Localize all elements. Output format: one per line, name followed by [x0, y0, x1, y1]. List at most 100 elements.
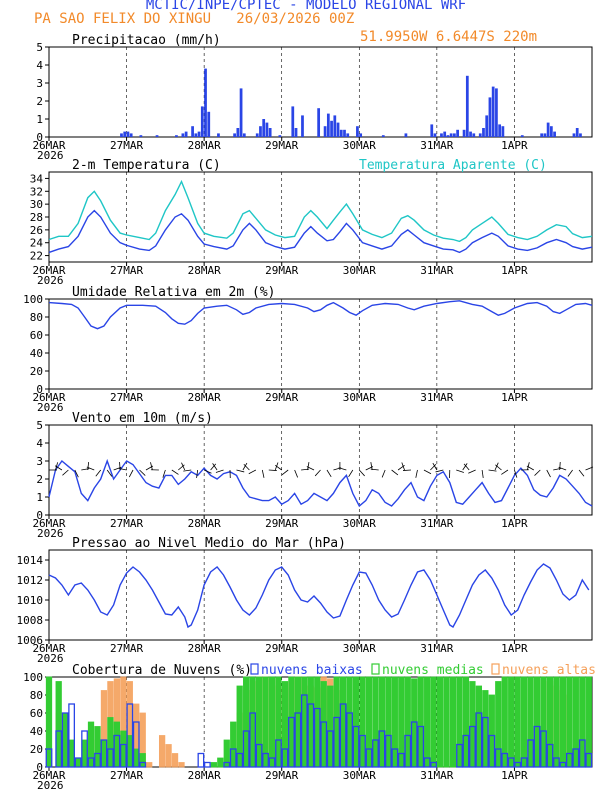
cloud-bar-low — [553, 757, 560, 768]
cloud-bar-medium — [45, 676, 53, 768]
wind-arrow — [432, 462, 438, 471]
wind-arrow — [307, 462, 310, 471]
cloud-bar-medium — [572, 676, 579, 768]
y-tick-label: 28 — [30, 211, 43, 224]
x-tick-label: 29MAR — [265, 517, 298, 530]
cloud-bar-low — [61, 712, 69, 768]
wind-arrow — [306, 466, 315, 471]
cloud-bar-low — [397, 752, 405, 768]
x-tick-label: 28MAR — [188, 391, 221, 404]
x-tick-label: 31MAR — [420, 769, 453, 782]
cloud-bar-low — [494, 748, 502, 768]
y-tick-label: 30 — [30, 198, 43, 211]
precip-bar — [465, 75, 469, 137]
cloud-bar-low — [313, 707, 321, 768]
panel-title: Cobertura de Nuvens (%) — [72, 663, 252, 678]
wind-arrow — [370, 468, 379, 471]
y-tick-label: 24 — [30, 237, 44, 250]
y-tick-label: 1008 — [17, 614, 44, 627]
cloud-bar-medium — [579, 676, 586, 768]
precip-bar — [381, 135, 385, 137]
wind-arrow — [236, 469, 245, 473]
cloud-bar-medium — [436, 676, 444, 768]
cloud-bar-low — [307, 703, 315, 768]
panel-frame — [48, 171, 593, 263]
x-tick-label: 1APR — [501, 517, 528, 530]
cloud-bar-medium — [230, 721, 237, 768]
cloud-bar-low — [359, 734, 366, 768]
panel-precip: 0 1 2 3 4 5 26MAR 27MAR 28MAR 29MAR 30MAR 31MAR 1APR… — [32, 33, 593, 162]
cloud-bar-medium — [120, 730, 127, 768]
cloud-bar-low — [469, 725, 476, 768]
cloud-bar-medium — [430, 676, 437, 768]
wind-arrow — [210, 463, 217, 471]
cloud-bar-medium — [62, 712, 69, 768]
precip-bar — [155, 135, 159, 137]
y-tick-label: 5 — [36, 419, 43, 432]
precip-bar — [259, 126, 262, 137]
cloud-bar-medium — [391, 676, 398, 768]
cloud-bar-low — [391, 748, 399, 768]
cloud-bar-medium — [411, 678, 418, 768]
y-tick-label: 40 — [30, 725, 43, 738]
cloud-bar-low — [384, 734, 392, 768]
legend-entry: nuvens baixas — [261, 663, 363, 678]
panel-title: Vento em 10m (m/s) — [72, 411, 213, 426]
y-tick-label: 0 — [36, 383, 43, 396]
precip-bar — [120, 133, 123, 137]
precip-bar — [356, 126, 359, 137]
cloud-bar-low — [139, 761, 147, 768]
y-tick-label: 20 — [30, 365, 43, 378]
x-tick-label: 28MAR — [188, 769, 221, 782]
cloud-bar-medium — [217, 757, 224, 768]
y-tick-label: 4 — [36, 59, 43, 72]
wind-arrow — [54, 465, 63, 471]
wind-arrow — [402, 469, 412, 471]
legend-swatch — [491, 663, 500, 675]
cloud-bar-low — [242, 730, 250, 768]
x-tick-label: 26MAR — [32, 769, 65, 782]
wind-arrow — [178, 464, 185, 471]
cloud-bar-low — [372, 739, 379, 768]
precip-bar — [217, 133, 220, 137]
x-tick-label: 1APR — [501, 264, 528, 277]
series-line-0 — [48, 458, 593, 508]
legend-swatch — [371, 663, 380, 675]
cloud-bar-low — [578, 739, 586, 768]
cloud-bar-medium — [68, 739, 75, 768]
x-year-label: 2026 — [37, 149, 64, 162]
x-tick-label: 29MAR — [265, 642, 298, 655]
cloud-bar-low — [94, 752, 101, 768]
cloud-bar-low — [255, 743, 263, 768]
y-tick-label: 26 — [30, 224, 43, 237]
x-tick-label: 26MAR — [32, 642, 65, 655]
cloud-bar-medium — [378, 676, 386, 768]
panel-title: 2-m Temperatura (C) — [72, 158, 221, 173]
y-tick-label: 1012 — [17, 574, 44, 587]
cloud-bar-low — [107, 748, 114, 768]
cloud-bar-medium — [94, 726, 101, 768]
precip-bar — [488, 97, 492, 137]
precip-bar — [359, 133, 363, 137]
wind-arrow — [559, 461, 561, 471]
precip-bar — [175, 135, 178, 137]
cloud-bar-low — [81, 730, 88, 768]
precip-bar — [291, 106, 295, 137]
cloud-bar-medium — [365, 676, 373, 768]
y-tick-label: 80 — [30, 689, 43, 702]
cloud-bar-low — [540, 730, 547, 768]
precip-bar — [204, 68, 207, 137]
cloud-bar-low — [326, 730, 334, 768]
x-tick-label: 29MAR — [265, 264, 298, 277]
cloud-bar-low — [481, 716, 489, 768]
x-tick-label: 1APR — [501, 139, 528, 152]
precip-bar — [482, 128, 485, 137]
series-line-0 — [48, 300, 593, 330]
wind-arrow — [567, 469, 573, 477]
precip-bar — [478, 133, 482, 137]
precip-bar — [236, 128, 240, 137]
cloud-bar-medium — [249, 676, 256, 768]
x-tick-label: 27MAR — [110, 391, 143, 404]
cloud-bar-medium — [314, 676, 321, 768]
x-tick-label: 26MAR — [32, 391, 65, 404]
